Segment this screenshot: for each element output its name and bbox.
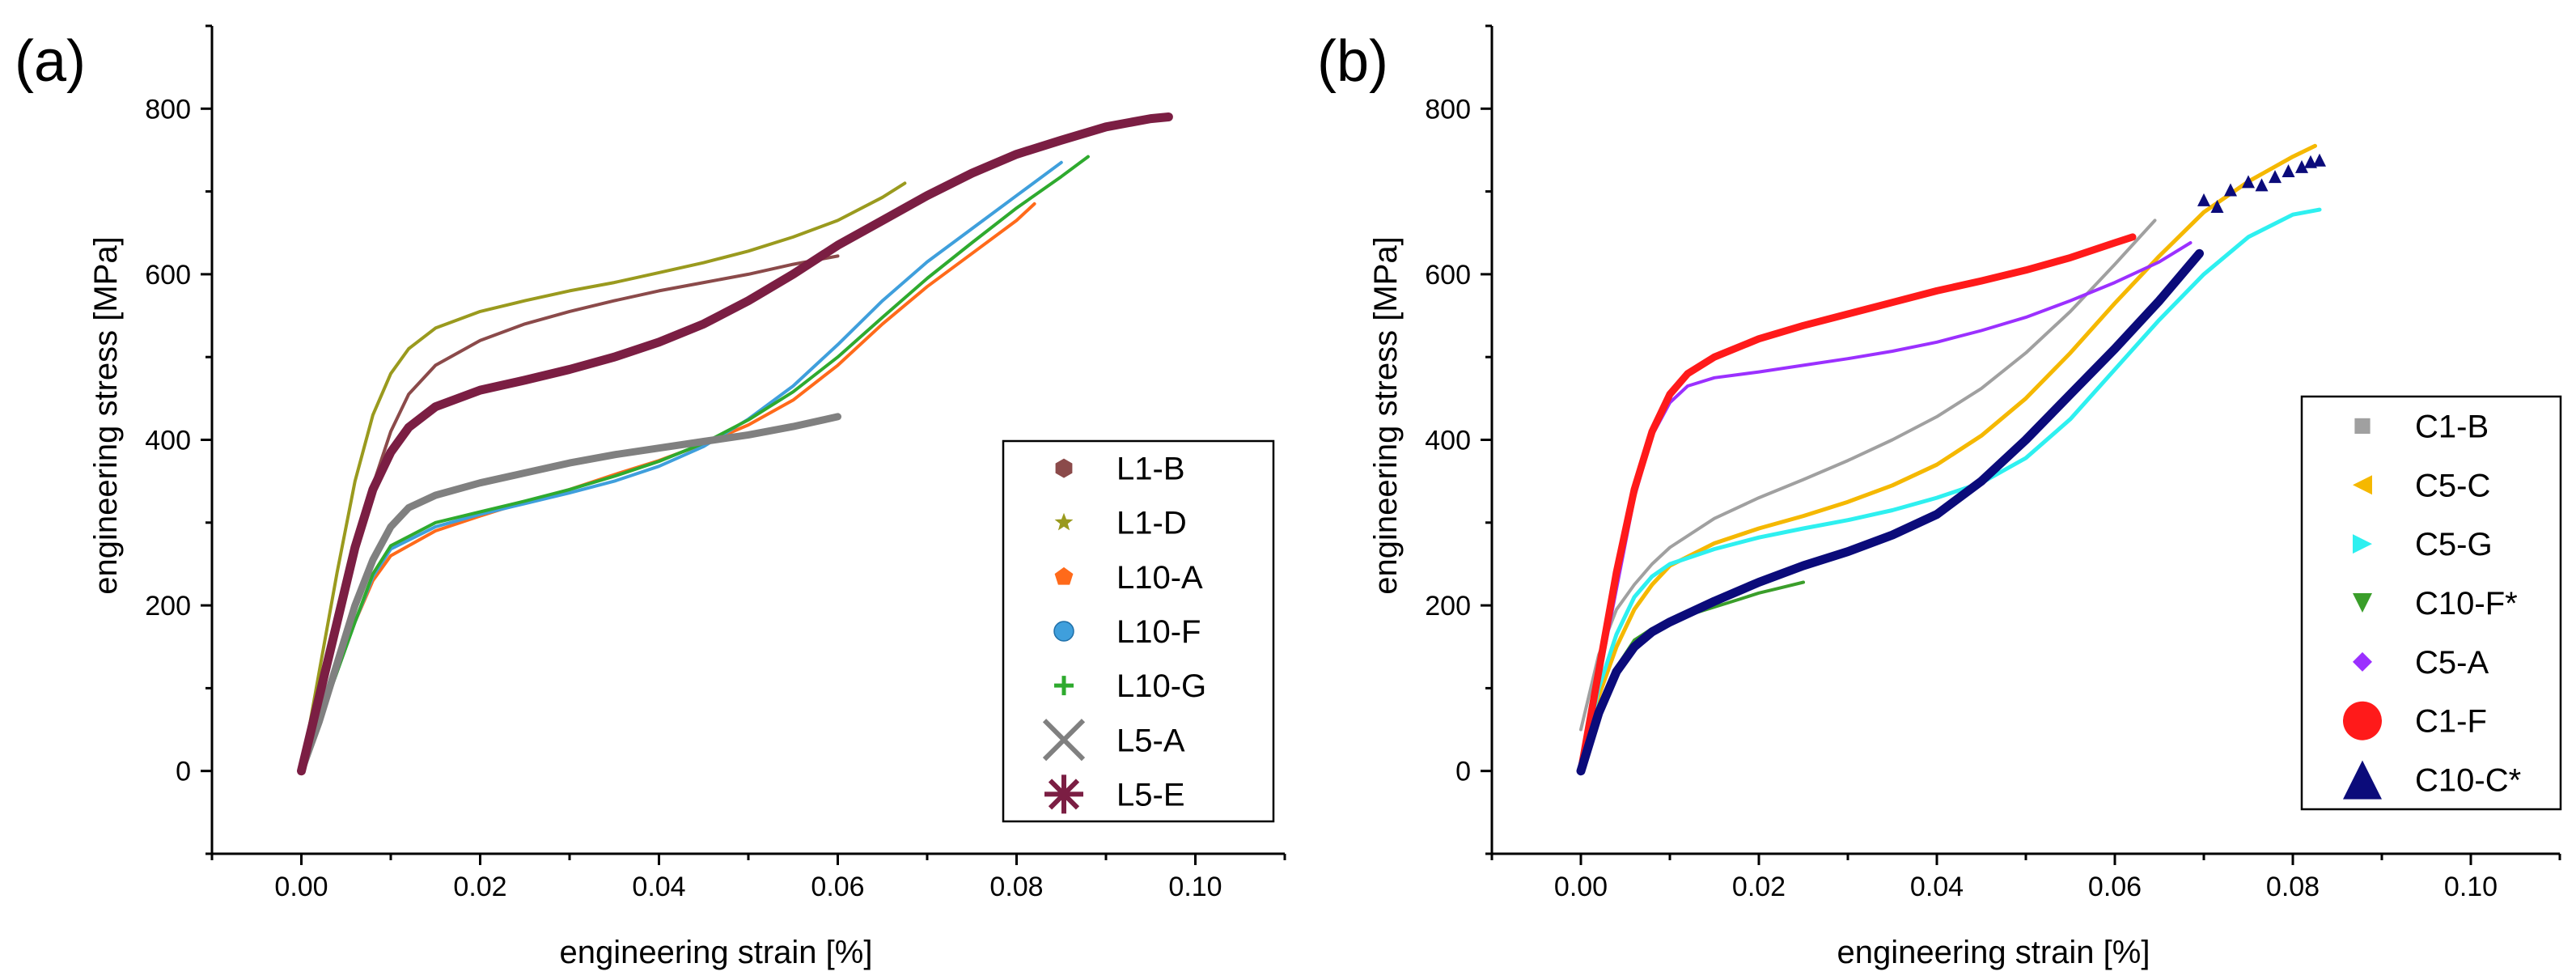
data-point [2210,200,2224,214]
plot-area-a: 0.00 0.02 0.04 0.06 0.08 0.10 0 200 400 600 800 eng… [88,24,1286,970]
x-tick-label-a: 0.08 [989,872,1043,902]
legend-marker [2353,534,2372,554]
legend-marker [1054,512,1074,531]
legend-marker [1042,719,1086,762]
legend-label: C5-C [2415,468,2490,503]
y-tick-label-b: 200 [1425,591,1471,622]
series-line-c10-c- [1576,248,2204,776]
series-line-c1-f [1577,233,2137,775]
panel-a: (a) 0.00 0.02 0.04 0.06 0.08 0.10 0 200 400 600 80… [15,24,1286,970]
data-point [2269,170,2282,184]
legend-label: C5-A [2415,645,2489,681]
y-tick-label-b: 400 [1425,426,1471,456]
legend-marker [2353,475,2372,495]
panel-b: (b) 0.00 0.02 0.04 0.06 0.08 0.10 0 200 400 600 80… [1317,24,2562,970]
legend-marker [1044,774,1083,814]
panel-label-a: (a) [15,29,86,94]
data-point [2242,175,2255,189]
y-tick-label-a: 400 [145,426,191,456]
x-tick-label-b: 0.00 [1554,872,1608,902]
y-tick-label-a: 800 [145,94,191,125]
y-axis-title-b: engineering stress [MPa] [1368,236,1404,594]
legend-label: L1-D [1116,506,1187,541]
x-tick-label-b: 0.08 [2266,872,2320,902]
legend-marker [2353,593,2372,613]
data-point [2282,164,2295,178]
y-tick-label-a: 600 [145,260,191,291]
x-tick-label-b: 0.04 [1910,872,1964,902]
series-line-l5-e [297,112,1173,776]
legend-label: C10-F* [2415,586,2518,622]
y-axis-title-a: engineering stress [MPa] [88,236,124,594]
y-tick-label-a: 0 [176,757,191,787]
data-point [2295,159,2308,173]
plot-area-b: 0.00 0.02 0.04 0.06 0.08 0.10 0 200 400 600 800 eng… [1368,24,2562,970]
x-tick-label-a: 0.02 [453,872,506,902]
series-line-l10-f [299,160,1063,773]
legend-marker [1054,676,1074,696]
legend-label: L10-G [1116,668,1206,704]
series-line-c5-g [1578,207,2322,774]
x-tick-label-b: 0.06 [2088,872,2142,902]
legend-label: L5-A [1116,723,1185,758]
series-line-c5-c [1578,143,2317,774]
legend-marker [2354,418,2371,435]
x-tick-label-a: 0.00 [274,872,328,902]
y-tick-label-a: 200 [145,591,191,622]
data-point [2255,178,2269,192]
series-line-l10-g [299,155,1090,773]
legend-label: C10-C* [2415,763,2521,799]
legend-label: C1-F [2415,704,2487,740]
y-tick-label-b: 0 [1455,757,1471,787]
x-tick-label-a: 0.04 [632,872,685,902]
legend-marker [2343,760,2382,800]
series-line-l1-d [299,181,907,773]
legend-label: L10-F [1116,614,1201,650]
panel-label-b: (b) [1317,29,1388,94]
legend-marker [1053,621,1074,642]
legend-box-b [2300,395,2562,811]
legend-marker [2343,701,2382,740]
data-point [2313,153,2326,167]
x-tick-label-a: 0.10 [1168,872,1222,902]
x-tick-label-b: 0.10 [2444,872,2498,902]
y-tick-label-b: 600 [1425,260,1471,291]
data-point [2224,183,2237,197]
legend-marker [1055,458,1073,478]
series-line-c1-b [1579,218,2157,732]
x-axis-title-b: engineering strain [%] [1837,935,2150,970]
legend-label: C5-G [2415,527,2493,562]
data-point [2197,193,2210,206]
x-axis-title-a: engineering strain [%] [560,935,873,970]
x-tick-label-b: 0.02 [1732,872,1786,902]
legend-label: L1-B [1116,452,1185,487]
legend-label: C1-B [2415,409,2489,444]
legend-marker [2353,651,2372,672]
legend-label: L5-E [1116,777,1185,812]
series-line-l1-b [299,254,840,773]
y-tick-label-b: 800 [1425,94,1471,125]
x-tick-label-a: 0.06 [811,872,864,902]
series-line-l5-a [298,413,841,775]
legend-marker [1054,566,1074,585]
legend-label: L10-A [1116,560,1203,596]
